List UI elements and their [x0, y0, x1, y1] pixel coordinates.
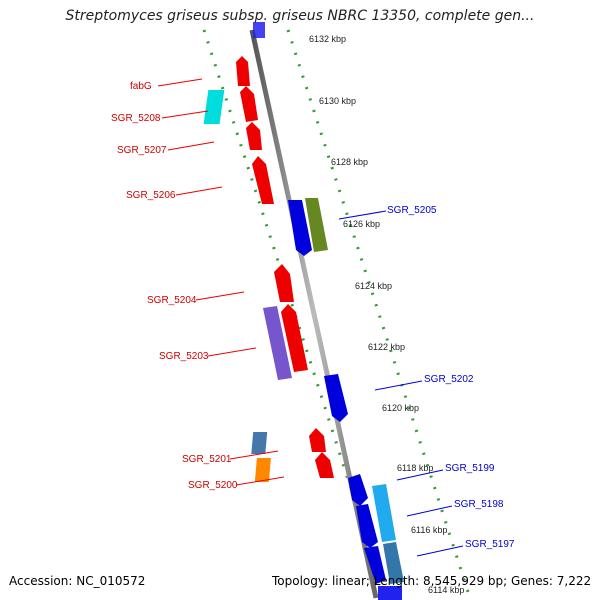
scale-label: 6128 kbp: [331, 157, 368, 167]
scale-label: 6122 kbp: [368, 342, 405, 352]
gene-arrow-SGR_5204[interactable]: [274, 264, 294, 302]
leader-line: [374, 380, 423, 391]
gene-arrow-fabG[interactable]: [236, 56, 250, 86]
gene-box-light-blue[interactable]: [372, 484, 396, 542]
leader-line: [396, 469, 444, 481]
leader-line: [235, 476, 285, 486]
gene-arrow-SGR_5200[interactable]: [315, 452, 334, 478]
scale-label: 6116 kbp: [411, 525, 447, 535]
scale-label: 6118 kbp: [397, 463, 433, 473]
gene-features: [203, 56, 404, 600]
gene-label[interactable]: SGR_5202: [424, 374, 474, 385]
map-title: Streptomyces griseus subsp. griseus NBRC…: [65, 8, 535, 24]
gene-arrow-SGR_5198-a[interactable]: [356, 504, 378, 548]
gene-box-teal[interactable]: [383, 542, 404, 584]
leader-line: [167, 141, 215, 151]
reverse-labels: fabG SGR_5208 SGR_5207 SGR_5206 SGR_5204…: [111, 78, 285, 491]
scale-labels: 6132 kbp 6130 kbp 6128 kbp 6126 kbp 6124…: [309, 34, 464, 595]
gene-arrow-SGR_5206[interactable]: [252, 156, 274, 204]
gene-label[interactable]: SGR_5208: [111, 113, 161, 124]
accession-text: Accession: NC_010572: [9, 574, 146, 588]
gene-label[interactable]: SGR_5199: [445, 463, 495, 474]
gene-label[interactable]: SGR_5204: [147, 295, 197, 306]
scale-label: 6120 kbp: [382, 403, 419, 413]
gene-arrow-SGR_5208[interactable]: [240, 86, 258, 122]
leader-line: [229, 450, 279, 460]
gene-label[interactable]: SGR_5203: [159, 351, 209, 362]
gene-label[interactable]: SGR_5206: [126, 190, 176, 201]
leader-line: [157, 78, 203, 87]
gene-label[interactable]: SGR_5207: [117, 145, 167, 156]
forward-labels: SGR_5205 SGR_5202 SGR_5199 SGR_5198 SGR_…: [338, 205, 515, 557]
gene-box-olive[interactable]: [305, 198, 328, 252]
gene-box-orange[interactable]: [254, 458, 271, 482]
leader-line: [338, 210, 387, 220]
gene-arrow-SGR_5207[interactable]: [246, 122, 262, 150]
gene-box-cyan[interactable]: [203, 90, 225, 124]
leader-line: [416, 545, 464, 557]
gene-arrow-SGR_5205[interactable]: [288, 200, 312, 256]
top-feature[interactable]: [253, 22, 265, 38]
gene-label[interactable]: SGR_5197: [465, 539, 515, 550]
gene-arrow-SGR_5199[interactable]: [348, 474, 368, 506]
leader-line: [207, 347, 257, 357]
gene-label[interactable]: fabG: [130, 81, 152, 92]
gene-label[interactable]: SGR_5200: [188, 480, 238, 491]
scale-label: 6130 kbp: [319, 96, 356, 106]
scale-label: 6124 kbp: [355, 281, 392, 291]
gene-label[interactable]: SGR_5198: [454, 499, 504, 510]
gene-box-steel[interactable]: [251, 432, 268, 454]
leader-line: [195, 291, 245, 301]
scale-label: 6114 kbp: [428, 585, 464, 595]
gene-arrow-SGR_5203[interactable]: [281, 304, 308, 372]
scale-label: 6132 kbp: [309, 34, 346, 44]
leader-line: [161, 110, 209, 119]
gene-box-purple[interactable]: [263, 306, 292, 380]
gene-arrow-SGR_5201[interactable]: [309, 428, 326, 452]
gene-label[interactable]: SGR_5205: [387, 205, 437, 216]
scale-label: 6126 kbp: [343, 219, 380, 229]
gene-label[interactable]: SGR_5201: [182, 454, 232, 465]
leader-line: [175, 186, 223, 196]
genome-summary-text: Topology: linear; Length: 8,545,929 bp; …: [272, 574, 592, 588]
leader-line: [406, 505, 453, 517]
gene-box-bottom[interactable]: [378, 586, 402, 600]
gene-arrow-SGR_5197-a[interactable]: [364, 546, 386, 584]
gene-arrow-SGR_5202[interactable]: [324, 374, 348, 422]
backbone-line: [249, 29, 379, 599]
